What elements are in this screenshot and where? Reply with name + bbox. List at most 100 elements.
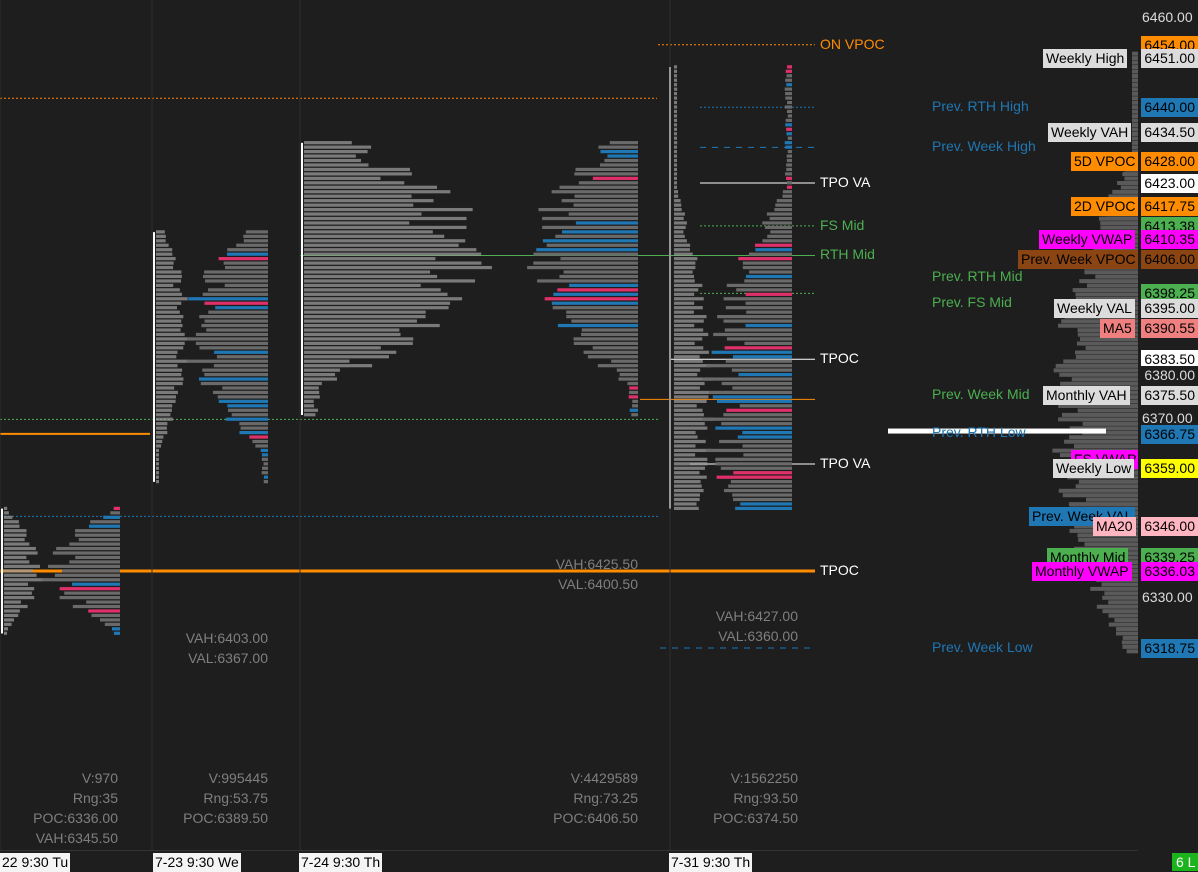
tpo-bar — [674, 274, 695, 279]
date-label: 7-31 9:30 Th — [669, 853, 753, 872]
volume-bar — [715, 457, 792, 461]
tpo-bar — [156, 359, 189, 363]
tpo-bar — [674, 448, 712, 453]
volume-bar — [770, 230, 792, 234]
time-axis[interactable]: 22 9:30 Tu 7-23 9:30 We 7-24 9:30 Th 7-31 9… — [0, 850, 1138, 872]
volume-bar — [243, 239, 268, 243]
level-text: FS Mid — [820, 216, 865, 233]
tpo-bar — [304, 279, 476, 283]
volume-bar — [723, 297, 792, 301]
tpo-bar — [674, 368, 701, 372]
volume-bar — [88, 609, 120, 613]
volume-bar — [742, 261, 792, 265]
tpo-bar — [674, 225, 686, 230]
volume-bar — [785, 69, 792, 73]
tpo-bar — [304, 332, 401, 337]
tpo-bar — [4, 511, 9, 515]
tpo-bar — [674, 435, 698, 439]
volume-bar — [215, 306, 268, 310]
chart-area[interactable]: ON VPOC TPO VA FS Mid RTH Mid TPOC TPO VA TPOC… — [0, 0, 1138, 850]
price-label: 6383.50 — [1141, 350, 1198, 370]
volume-bar — [204, 319, 268, 323]
tpo-bar — [304, 145, 372, 149]
volume-bar — [717, 399, 792, 403]
volume-bar — [769, 216, 792, 221]
volume-bar — [742, 430, 792, 435]
tpo-bar — [674, 141, 678, 145]
volume-bar — [199, 346, 268, 350]
tpo-bar — [674, 390, 710, 395]
volume-bar — [199, 315, 268, 319]
tpo-bar — [304, 408, 319, 412]
tpo-bar — [304, 212, 422, 216]
tpo-bar — [156, 471, 159, 475]
tpo-bar — [674, 270, 693, 274]
tpo-bar — [304, 288, 441, 292]
volume-bar — [240, 426, 268, 430]
tpo-bar — [674, 319, 704, 323]
tpo-bar — [156, 422, 168, 426]
volume-bar — [206, 328, 268, 332]
tpo-bar — [674, 364, 712, 368]
price-axis[interactable]: 6460.00 6370.00 6330.00 6454.00 6451.00 6440.… — [1138, 0, 1198, 871]
tpo-bar — [4, 591, 32, 595]
volume-bar — [782, 190, 792, 194]
volume-bar — [260, 448, 268, 453]
volume-bar — [231, 413, 268, 417]
volume-bar — [224, 283, 268, 287]
tpo-bar — [674, 83, 677, 87]
tpo-bar — [156, 279, 182, 283]
volume-bar — [723, 319, 792, 323]
tpo-bar — [4, 618, 15, 622]
tpo-bar — [674, 341, 695, 345]
composite-profile-bar — [1086, 497, 1138, 502]
composite-profile-bar — [1071, 377, 1138, 382]
volume-bar — [629, 386, 638, 390]
volume-bar — [263, 462, 268, 466]
volume-bar — [731, 368, 792, 372]
volume-bar — [786, 163, 792, 167]
tpo-bar — [674, 92, 678, 96]
tpo-bar — [156, 341, 185, 345]
volume-bar — [90, 520, 120, 524]
tpo-bar — [304, 216, 467, 221]
tpo-bar — [304, 221, 410, 225]
tpo-bar — [156, 248, 173, 252]
volume-bar — [706, 364, 792, 368]
volume-bar — [218, 257, 268, 261]
tpo-bar — [156, 261, 174, 265]
volume-bar — [631, 413, 638, 417]
composite-profile-bar — [1096, 604, 1138, 609]
tpo-bar — [304, 368, 340, 372]
composite-profile-bar — [1132, 78, 1138, 83]
volume-bar — [754, 243, 792, 247]
price-label: 6428.00 — [1141, 151, 1198, 171]
volume-bar — [571, 319, 638, 323]
volume-bar — [745, 292, 792, 296]
tpo-bar — [304, 319, 417, 323]
tpo-bar — [674, 74, 677, 78]
price-tick: 6330.00 — [1142, 588, 1193, 605]
level-text: Prev. FS Mid — [932, 294, 1012, 311]
volume-bar — [581, 328, 638, 332]
volume-bar — [62, 569, 120, 573]
volume-bar — [726, 408, 792, 412]
tpo-bar — [4, 604, 28, 609]
price-label: 6434.50 — [1141, 122, 1198, 142]
tpo-bar — [674, 399, 707, 403]
price-label: 6410.35 — [1141, 230, 1198, 250]
volume-bar — [542, 216, 638, 221]
volume-bar — [538, 207, 638, 212]
volume-bar — [600, 150, 638, 154]
composite-profile-bar — [1102, 609, 1138, 614]
tpo-bar — [4, 582, 28, 586]
session-stats: V:970 Rng:35 POC:6336.00 VAH:6345.50 — [33, 770, 118, 846]
volume-bar — [629, 390, 638, 395]
composite-profile-bar — [1084, 542, 1138, 547]
tpo-bar — [674, 109, 677, 114]
volume-bar — [716, 475, 792, 479]
tpo-bar — [304, 248, 477, 252]
volume-bar — [195, 341, 268, 345]
composite-profile-bar — [1132, 131, 1138, 136]
volume-bar — [202, 368, 268, 372]
